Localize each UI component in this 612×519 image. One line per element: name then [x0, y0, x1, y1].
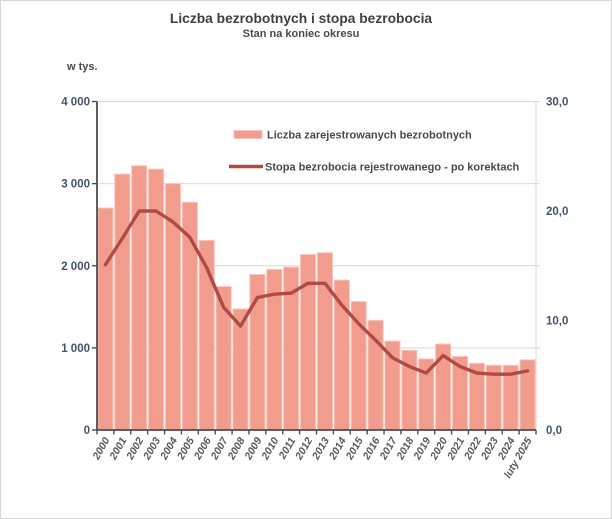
rate-line: [103, 209, 530, 376]
x-axis-tick-label: 2010: [259, 435, 282, 462]
bar: [316, 252, 333, 431]
axes: [92, 100, 537, 435]
x-axis-tick-label: 2015: [343, 435, 366, 462]
left-axis-tick-labels: 4 000 3 000 2 000 1 000 0: [61, 97, 90, 438]
line-series: [103, 209, 530, 376]
x-axis-tick-label: 2003: [141, 435, 164, 462]
right-axis-tick-labels: 30,0 20,0 10,0 0,0: [546, 97, 568, 438]
left-axis-tick-label: 1 000: [61, 343, 90, 355]
left-axis-tick-label: 4 000: [61, 97, 90, 109]
chart-title: Liczba bezrobotnych i stopa bezrobocia: [170, 11, 433, 26]
bar: [97, 207, 114, 431]
x-axis-tick-labels: 2000200120022003200420052006200720082009…: [90, 434, 535, 480]
right-axis-tick-label: 10,0: [546, 316, 568, 328]
x-axis-tick-label: 2000: [90, 435, 113, 462]
x-axis-tick-label: 2016: [360, 435, 383, 462]
x-axis-tick-label: 2001: [107, 435, 130, 462]
x-axis-tick-label: 2008: [225, 435, 248, 462]
left-axis-unit-label: w tys.: [66, 61, 98, 73]
x-axis-tick-label: 2018: [394, 435, 417, 462]
legend-line-label: Stopa bezrobocia rejestrowanego - po kor…: [265, 162, 520, 174]
right-axis-tick-label: 0,0: [546, 425, 562, 437]
left-axis-tick-label: 2 000: [61, 261, 90, 273]
x-axis-tick-label: 2005: [174, 435, 197, 462]
x-axis-tick-label: 2002: [124, 435, 147, 462]
x-axis-tick-label: 2014: [326, 435, 349, 462]
bar-series: [97, 165, 536, 431]
x-axis-tick-label: 2004: [158, 435, 181, 462]
legend: Liczba zarejestrowanych bezrobotnych Sto…: [229, 130, 520, 174]
x-axis-tick-label: 2013: [309, 435, 332, 462]
x-axis-tick-label: 2021: [445, 435, 468, 462]
right-axis-tick-label: 30,0: [546, 97, 568, 109]
x-axis-tick-label: 2009: [242, 435, 265, 462]
bar: [114, 173, 131, 431]
chart-subtitle: Stan na koniec okresu: [243, 28, 360, 40]
bar: [148, 168, 165, 431]
x-axis-tick-label: 2023: [478, 435, 501, 462]
bar: [300, 254, 317, 431]
x-axis-tick-label: 2017: [377, 434, 400, 462]
x-axis-tick-label: 2022: [461, 435, 484, 462]
left-axis-tick-label: 3 000: [61, 179, 90, 191]
bar: [131, 165, 148, 431]
x-axis-tick-label: 2012: [293, 435, 316, 462]
legend-bar-swatch: [233, 130, 263, 139]
left-axis-tick-label: 0: [84, 425, 90, 437]
x-axis-tick-label: 2020: [428, 435, 451, 462]
legend-bar-label: Liczba zarejestrowanych bezrobotnych: [267, 130, 472, 142]
x-axis-tick-label: 2019: [411, 435, 434, 462]
x-axis-tick-label: 2007: [208, 434, 231, 462]
right-axis-tick-label: 20,0: [546, 206, 568, 218]
x-axis-tick-label: 2006: [191, 435, 214, 462]
bar: [350, 301, 367, 431]
